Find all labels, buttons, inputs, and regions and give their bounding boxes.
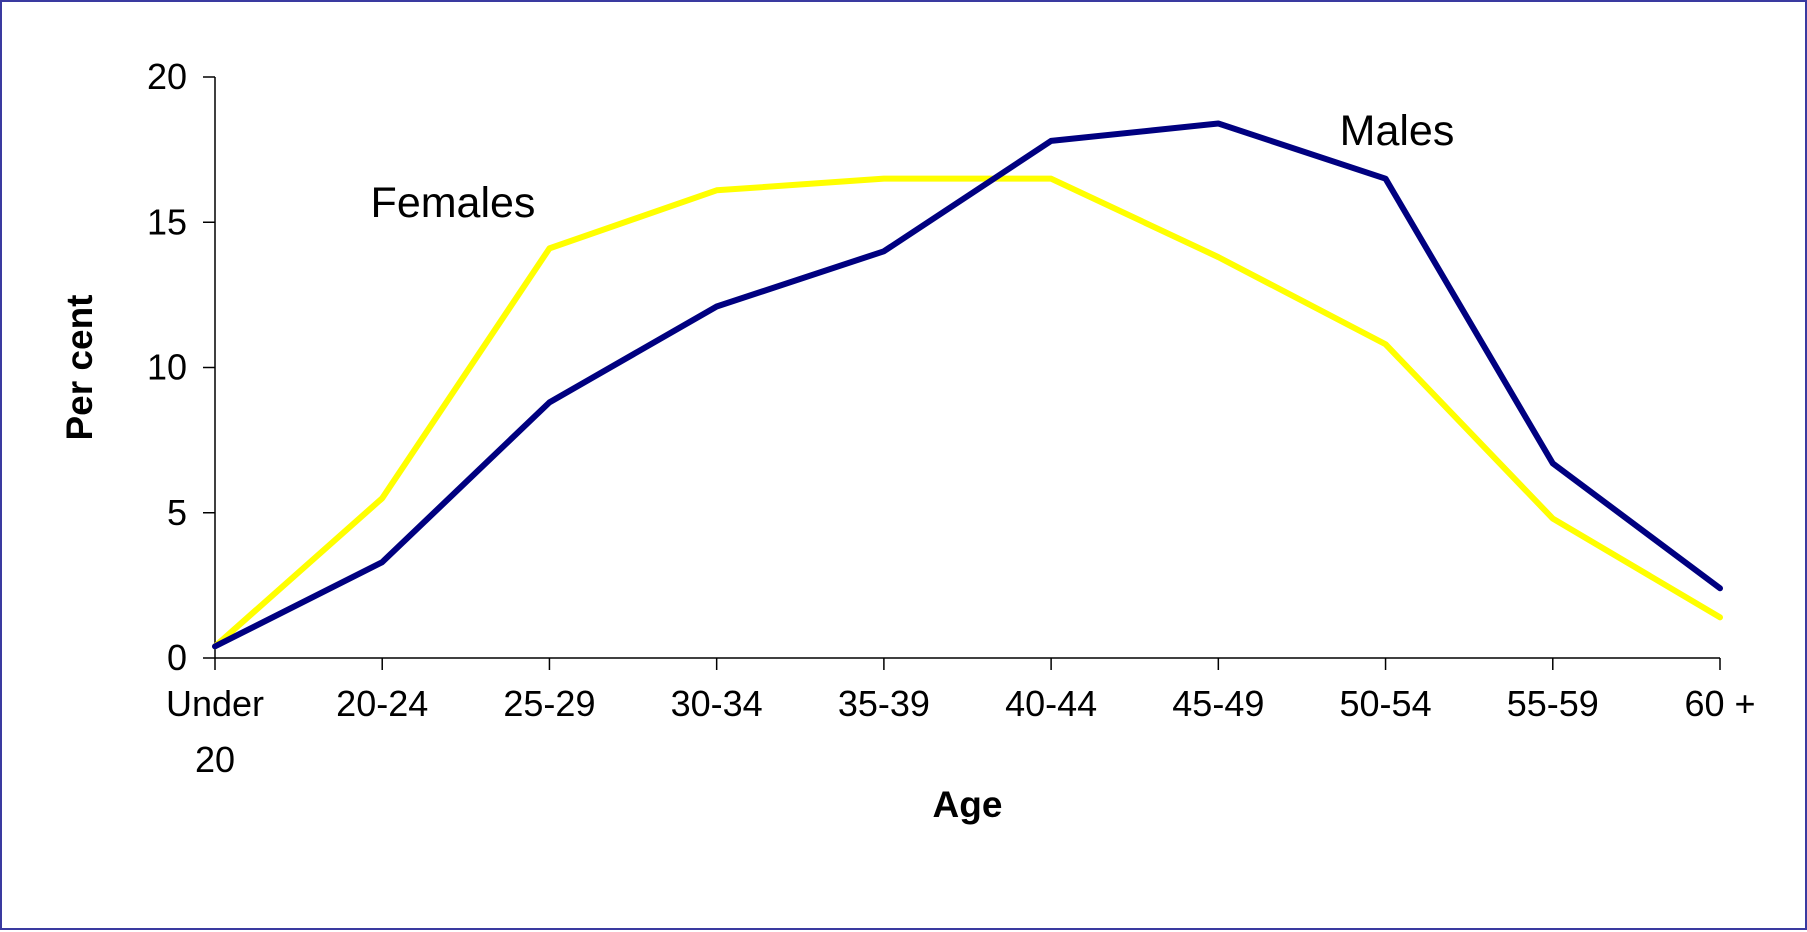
y-tick-label: 20 — [147, 56, 187, 97]
x-tick-label: 55-59 — [1507, 683, 1599, 724]
series-label-males: Males — [1340, 107, 1455, 155]
y-tick-label: 10 — [147, 347, 187, 388]
x-tick-label: 25-29 — [503, 683, 595, 724]
x-tick-label: 45-49 — [1172, 683, 1264, 724]
y-axis-ticks: 0 5 10 15 20 — [147, 56, 215, 678]
x-tick-label: 60 + — [1684, 683, 1755, 724]
series-line-females — [212, 175, 1723, 650]
x-tick-label: Under 20 — [166, 683, 264, 780]
series-label-females: Females — [371, 179, 536, 227]
y-axis-title: Per cent — [59, 294, 100, 440]
x-tick-label: 30-34 — [671, 683, 763, 724]
x-tick-label: 50-54 — [1340, 683, 1432, 724]
x-tick-label: 35-39 — [838, 683, 930, 724]
x-tick-label: 20-24 — [336, 683, 428, 724]
x-axis-ticks: Under 20 20-24 25-29 30-34 35-39 40-44 45-49 50-… — [166, 658, 1756, 780]
series-line-males — [212, 120, 1723, 650]
x-tick-label: 40-44 — [1005, 683, 1097, 724]
y-tick-label: 5 — [167, 492, 187, 533]
chart-series — [212, 120, 1723, 650]
y-tick-label: 15 — [147, 201, 187, 242]
x-axis-title: Age — [933, 784, 1003, 825]
series-labels: Males Females — [371, 107, 1455, 227]
y-tick-label: 0 — [167, 637, 187, 678]
